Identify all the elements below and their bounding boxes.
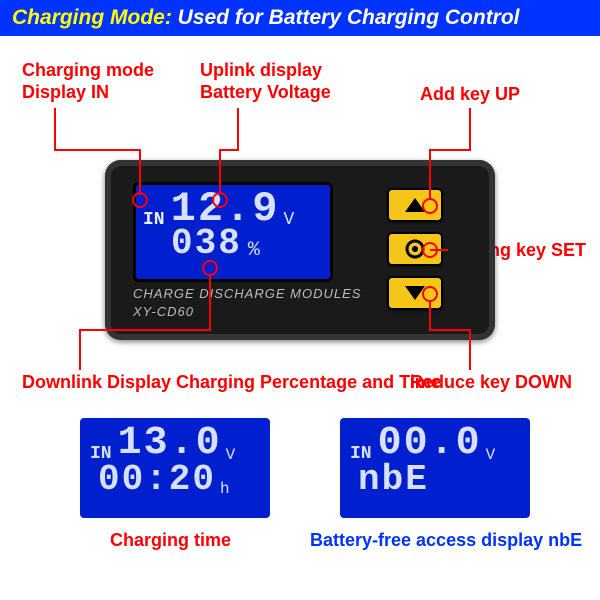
- banner-prefix: Charging Mode:: [12, 6, 172, 29]
- lcd-percent: 038: [171, 226, 242, 262]
- label-downlink: Downlink Display Charging Percentage and…: [22, 372, 441, 394]
- title-banner: Charging Mode: Used for Battery Charging…: [0, 0, 600, 36]
- lcd-percent-unit: %: [248, 239, 260, 262]
- gear-icon: [405, 239, 425, 259]
- module-text-1: CHARGE DISCHARGE MODULES: [133, 286, 361, 301]
- lcd-voltage-unit: V: [283, 210, 294, 230]
- lcd-in: IN: [143, 210, 165, 230]
- label-add-key: Add key UP: [420, 84, 520, 106]
- mini2-t: nbE: [358, 462, 429, 498]
- down-button[interactable]: [387, 276, 443, 310]
- mini1-v: 13.0: [118, 424, 222, 464]
- module-text-2: XY-CD60: [133, 304, 194, 319]
- button-column: [387, 188, 457, 320]
- mini-lcd-nbe: IN00.0V nbE: [340, 418, 530, 518]
- module-lcd: IN 12.9 V 038 %: [133, 182, 333, 282]
- mini2-v: 00.0: [378, 424, 482, 464]
- up-triangle-icon: [405, 198, 425, 212]
- mini-lcd-charging-time: IN13.0V 00:20h: [80, 418, 270, 518]
- set-button[interactable]: [387, 232, 443, 266]
- label-charging-time: Charging time: [110, 530, 231, 552]
- mini1-tu: h: [220, 480, 230, 498]
- module-device: IN 12.9 V 038 % CHARGE DISCHARGE MODULES…: [105, 160, 495, 340]
- label-uplink: Uplink displayBattery Voltage: [200, 60, 331, 103]
- label-battery-free: Battery-free access display nbE: [310, 530, 582, 552]
- label-charging-mode: Charging modeDisplay IN: [22, 60, 154, 103]
- mini1-u: V: [226, 446, 236, 464]
- mini1-t: 00:20: [98, 462, 216, 498]
- banner-rest: Used for Battery Charging Control: [172, 6, 520, 29]
- down-triangle-icon: [405, 286, 425, 300]
- mini2-u: V: [486, 446, 496, 464]
- up-button[interactable]: [387, 188, 443, 222]
